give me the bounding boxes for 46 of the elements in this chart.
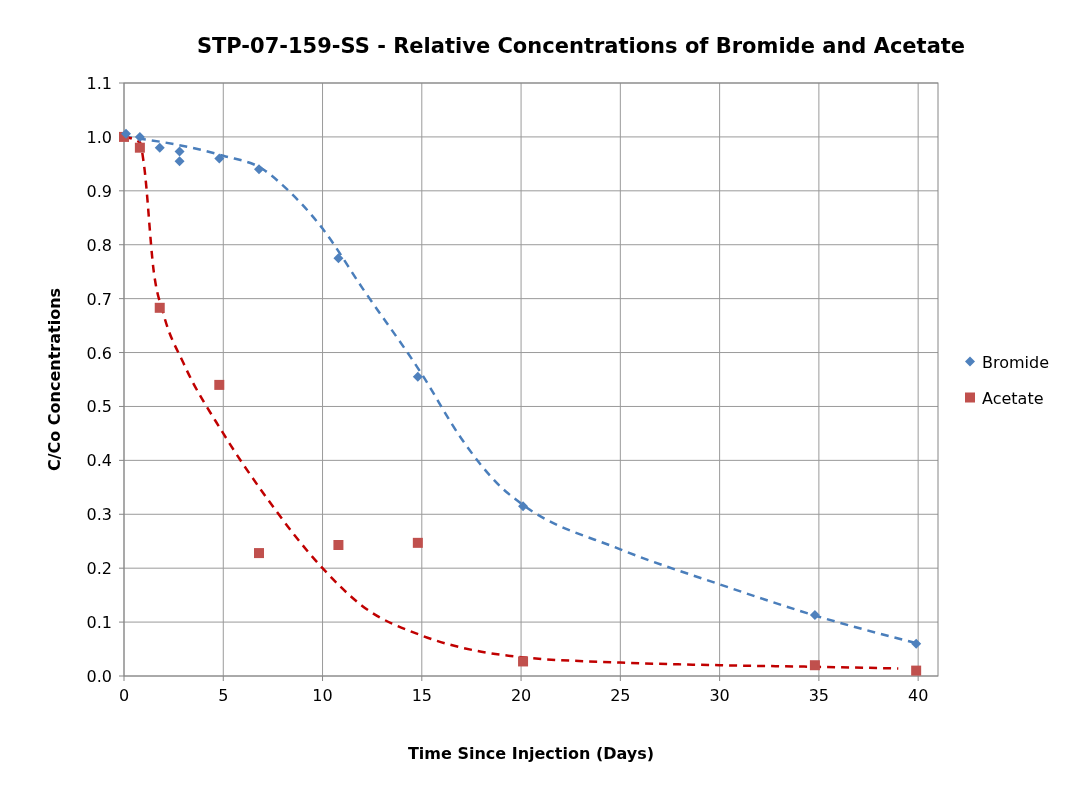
y-tick-label: 0.5 bbox=[86, 397, 112, 417]
point bbox=[174, 156, 185, 167]
x-tick-label: 35 bbox=[808, 686, 830, 705]
point bbox=[809, 660, 820, 671]
y-tick-label: 1.0 bbox=[86, 127, 112, 147]
point bbox=[214, 379, 225, 390]
x-tick-label: 40 bbox=[907, 686, 929, 705]
y-tick-label: 1.1 bbox=[86, 74, 112, 93]
point bbox=[174, 146, 185, 157]
point bbox=[333, 540, 344, 550]
y-tick-label: 0.6 bbox=[86, 343, 112, 363]
x-axis-title: Time Since Injection (Days) bbox=[407, 744, 655, 763]
point bbox=[254, 164, 264, 175]
point bbox=[333, 253, 344, 264]
point bbox=[412, 371, 423, 382]
legend-label: Bromide bbox=[982, 352, 1050, 372]
y-axis-title: C/Co Concentrations bbox=[45, 287, 64, 472]
point bbox=[911, 665, 922, 676]
y-tick-label: 0.8 bbox=[86, 235, 112, 255]
point bbox=[412, 537, 423, 548]
y-tick-label: 0.9 bbox=[86, 181, 112, 201]
point bbox=[518, 656, 529, 667]
y-tick-label: 0.7 bbox=[86, 289, 112, 309]
point bbox=[134, 142, 145, 153]
x-tick-label: 15 bbox=[411, 686, 432, 705]
x-tick-label: 30 bbox=[709, 686, 730, 705]
y-tick-label: 0.3 bbox=[86, 505, 112, 525]
legend-label: Acetate bbox=[982, 388, 1044, 408]
point bbox=[809, 610, 820, 621]
y-tick-label: 0.4 bbox=[86, 451, 112, 471]
x-tick-label: 20 bbox=[510, 686, 532, 705]
point bbox=[911, 638, 922, 649]
y-tick-label: 0.0 bbox=[86, 667, 112, 686]
point bbox=[154, 302, 165, 313]
chart-title: STP-07-159-SS - Relative Concentrations of Bromide and Acetate bbox=[196, 34, 966, 58]
point bbox=[214, 153, 225, 164]
x-tick-label: 5 bbox=[218, 686, 229, 705]
x-tick-label: 10 bbox=[312, 686, 333, 705]
point bbox=[518, 501, 529, 512]
x-tick-label: 25 bbox=[610, 686, 631, 705]
x-tick-label: 0 bbox=[118, 686, 130, 705]
point bbox=[134, 131, 145, 142]
y-tick-label: 0.2 bbox=[86, 559, 112, 579]
point bbox=[254, 548, 265, 559]
y-tick-label: 0.1 bbox=[86, 613, 112, 633]
point bbox=[154, 142, 165, 153]
